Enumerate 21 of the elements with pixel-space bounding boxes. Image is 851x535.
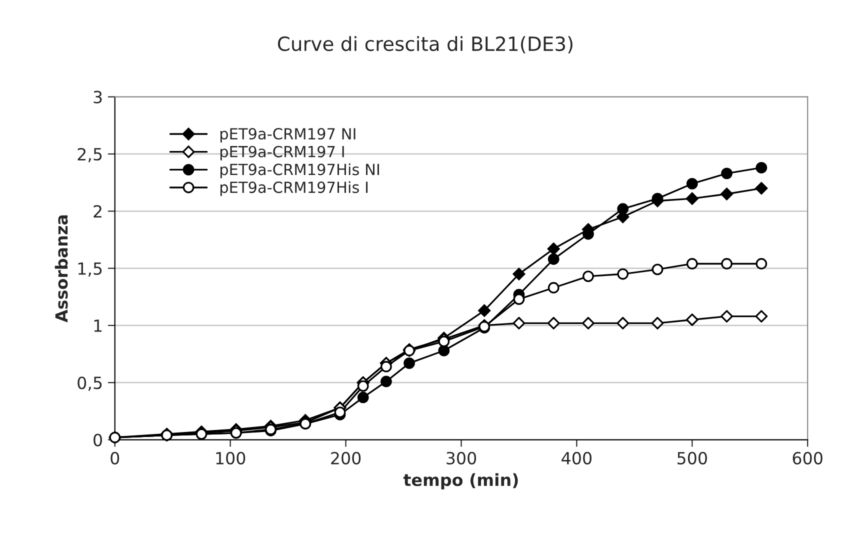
y-tick-label: 1	[94, 320, 102, 332]
legend-label: pET9a-CRM197 I	[220, 146, 344, 160]
y-tick-label: 0	[94, 434, 102, 446]
y-tick-label: 2	[94, 205, 102, 218]
y-axis-title: Assorbanza	[54, 215, 68, 322]
y-tick-label: 2,5	[78, 148, 102, 162]
legend-label: pET9a-CRM197His NI	[220, 163, 379, 178]
x-tick-label: 100	[216, 452, 246, 464]
y-tick-label: 0,5	[78, 376, 102, 391]
legend-label: pET9a-CRM197 NI	[220, 128, 356, 143]
chart-title: Curve di crescita di BL21(DE3)	[278, 36, 572, 54]
x-tick-label: 200	[331, 452, 361, 464]
x-tick-label: 300	[446, 452, 476, 464]
x-axis-title: tempo (min)	[403, 473, 518, 490]
y-tick-label: 3	[94, 90, 102, 104]
x-tick-label: 0	[110, 452, 120, 464]
x-tick-label: 400	[562, 452, 592, 464]
x-tick-label: 600	[792, 452, 822, 464]
y-tick-label: 1,5	[78, 262, 102, 277]
x-tick-label: 500	[678, 452, 707, 464]
legend-label: pET9a-CRM197His I	[220, 181, 368, 196]
